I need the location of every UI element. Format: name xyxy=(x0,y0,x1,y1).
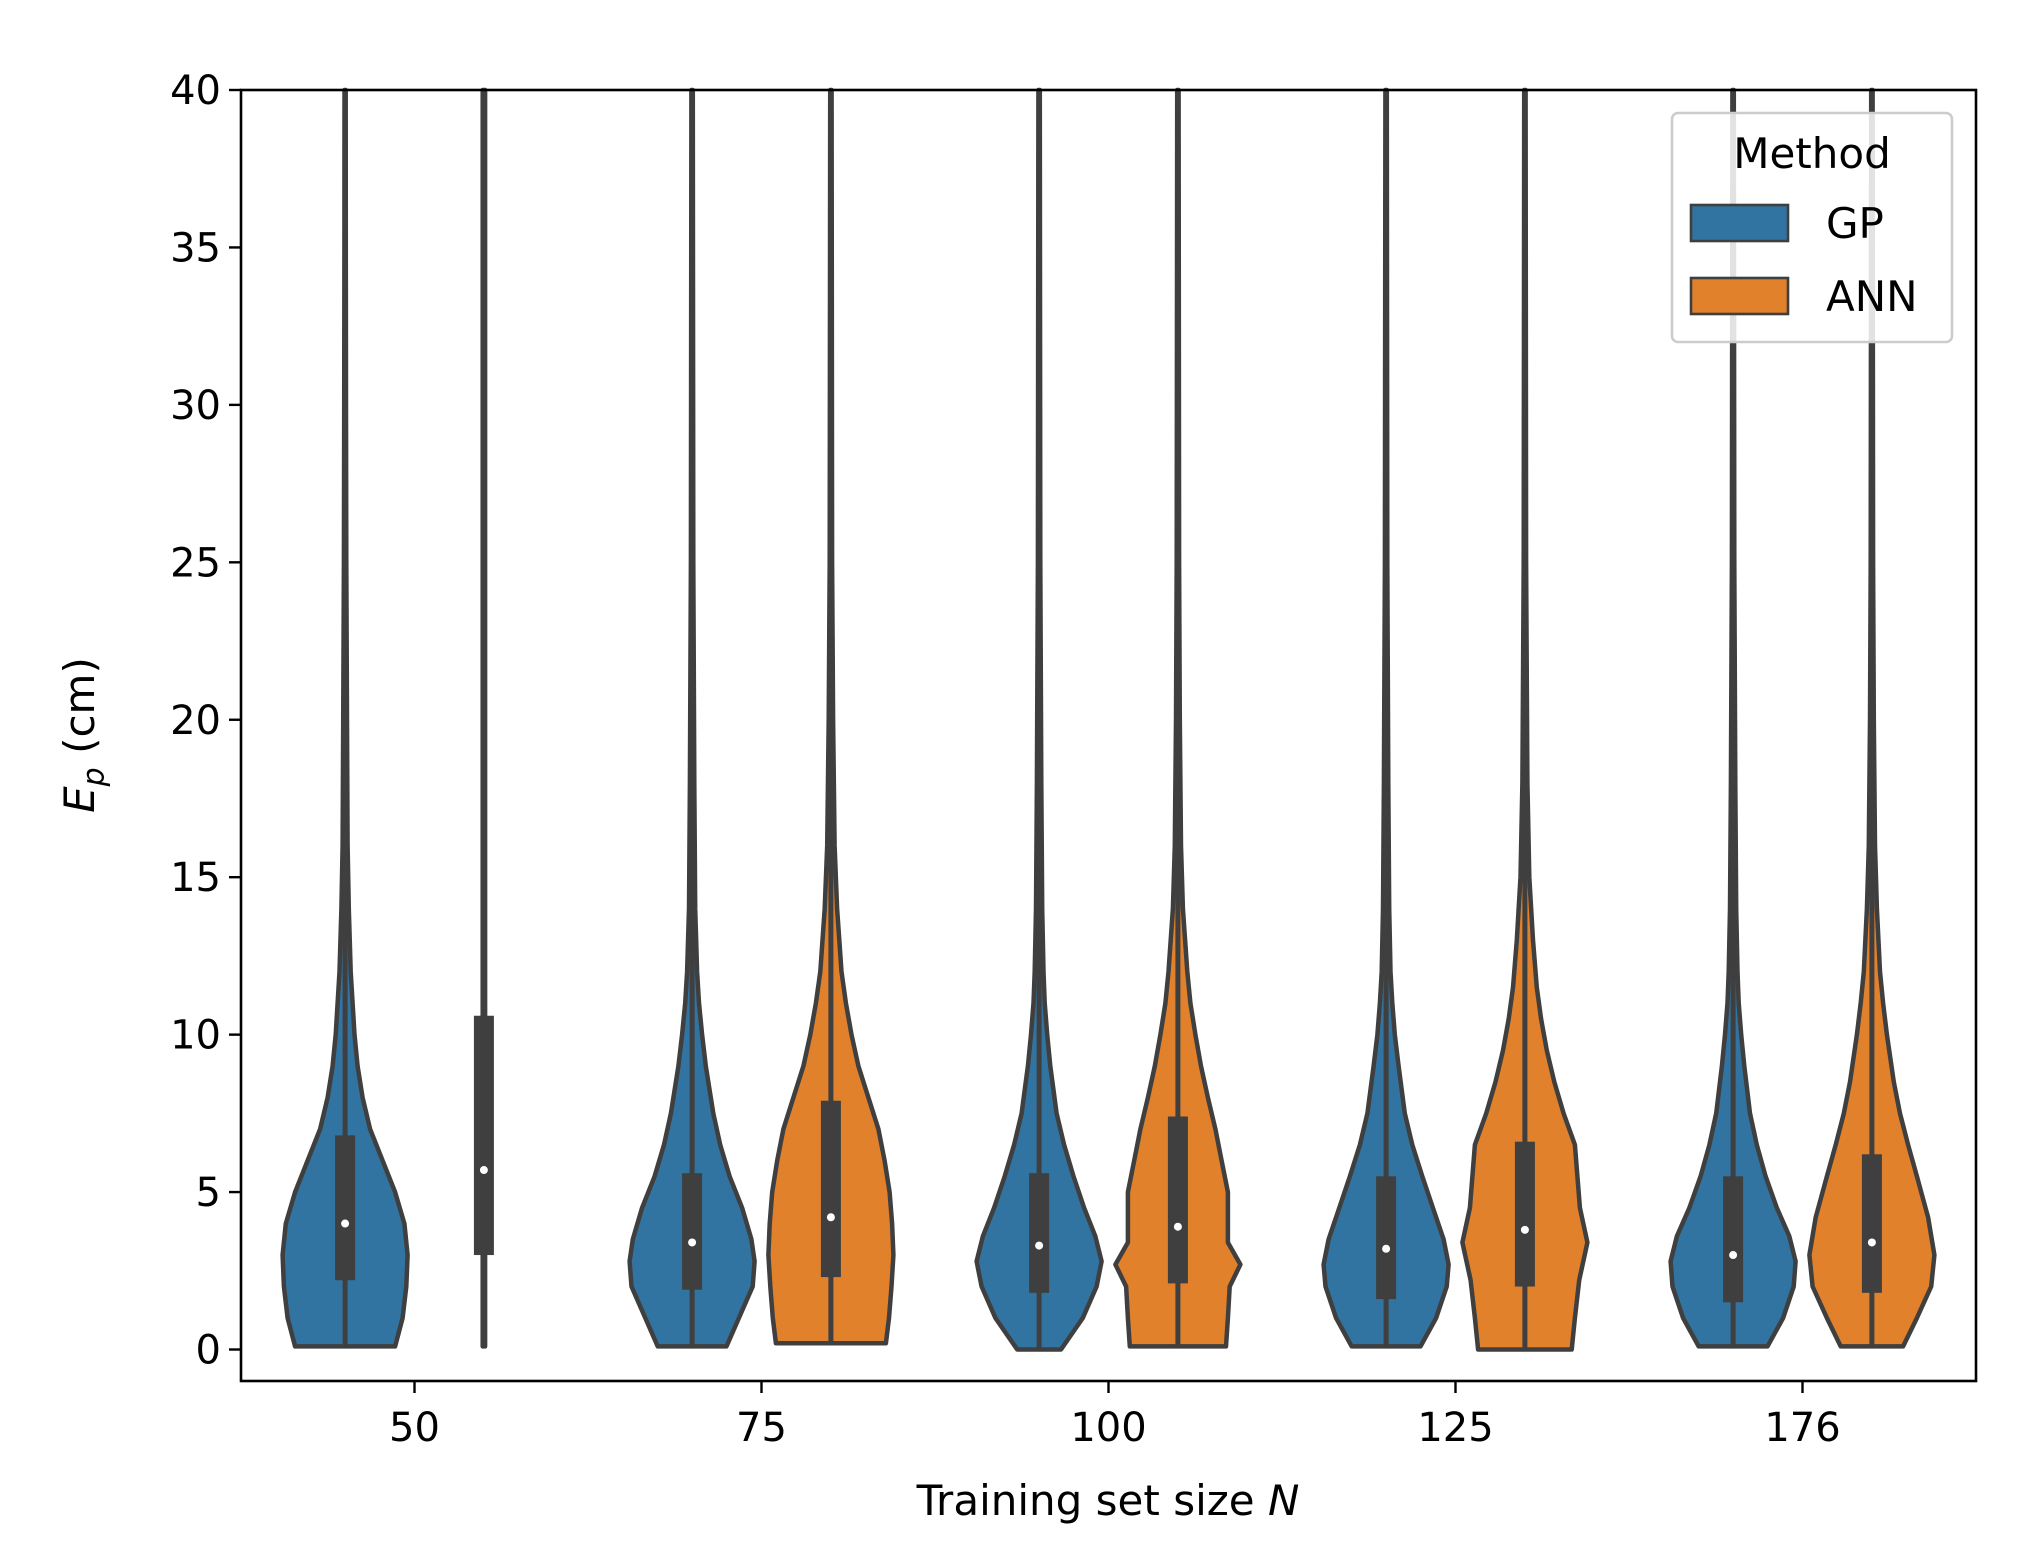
violin-median-ann-125 xyxy=(1520,1225,1529,1234)
legend-swatch-gp xyxy=(1689,203,1790,243)
violin-median-gp-176 xyxy=(1729,1251,1738,1260)
y-axis-label: Ep (cm) xyxy=(55,657,112,813)
violin-iqr-box-ann-50 xyxy=(473,1015,494,1256)
y-tick-label: 15 xyxy=(170,855,221,901)
y-tick-label: 5 xyxy=(196,1170,221,1216)
x-tick-label: 125 xyxy=(1417,1405,1493,1451)
violin-iqr-box-ann-100 xyxy=(1167,1116,1188,1284)
y-tick-label: 30 xyxy=(170,383,221,429)
y-tick-label: 35 xyxy=(170,225,221,271)
violin-median-gp-125 xyxy=(1382,1244,1391,1253)
y-axis: 0 5 10 15 20 25 30 35 40 xyxy=(170,68,241,1374)
violin-median-ann-176 xyxy=(1867,1238,1876,1247)
y-tick-label: 25 xyxy=(170,540,221,586)
violin-iqr-box-ann-176 xyxy=(1861,1154,1882,1293)
y-tick-label: 40 xyxy=(170,68,221,114)
legend-swatch-ann xyxy=(1689,276,1790,316)
x-tick-label: 75 xyxy=(736,1405,787,1451)
violin-iqr-box-gp-75 xyxy=(682,1173,703,1290)
violin-iqr-box-gp-125 xyxy=(1376,1176,1397,1300)
x-axis-label: Training set size N xyxy=(916,1476,1300,1525)
violin-iqr-box-ann-125 xyxy=(1514,1141,1535,1287)
x-tick-label: 176 xyxy=(1764,1405,1840,1451)
x-tick-label: 100 xyxy=(1070,1405,1146,1451)
legend-title: Method xyxy=(1733,129,1891,178)
violin-median-ann-50 xyxy=(479,1166,488,1175)
violin-iqr-box-gp-50 xyxy=(335,1135,356,1281)
violin-median-ann-75 xyxy=(826,1213,835,1222)
violin-median-gp-75 xyxy=(688,1238,697,1247)
violin-iqr-box-gp-176 xyxy=(1723,1176,1744,1303)
y-tick-label: 20 xyxy=(170,698,221,744)
violin-median-ann-100 xyxy=(1173,1222,1182,1231)
legend: Method GP ANN xyxy=(1670,111,1954,344)
x-tick-label: 50 xyxy=(389,1405,440,1451)
y-tick-label: 10 xyxy=(170,1013,221,1059)
plot-frame xyxy=(239,88,1978,1383)
violin-median-gp-50 xyxy=(341,1219,350,1228)
x-axis: 50 75 100 125 176 xyxy=(389,1381,1841,1451)
violin-iqr-box-gp-100 xyxy=(1029,1173,1050,1293)
y-tick-label: 0 xyxy=(196,1328,221,1374)
violin-iqr-box-ann-75 xyxy=(820,1100,841,1278)
legend-label-ann: ANN xyxy=(1826,272,1918,321)
violin-median-gp-100 xyxy=(1035,1241,1044,1250)
legend-label-gp: GP xyxy=(1826,199,1884,248)
